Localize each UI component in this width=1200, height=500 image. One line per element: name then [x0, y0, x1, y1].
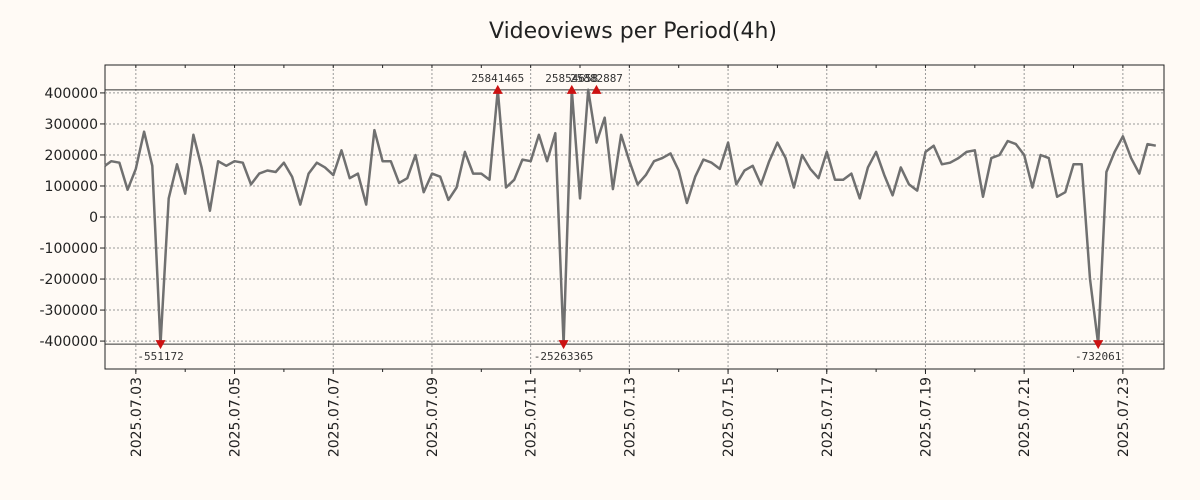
outlier-marker [558, 340, 569, 350]
y-axis: 400000 300000 200000 100000 0 -100000 -200000 -… [40, 86, 105, 350]
x-tick-label: 2025.07.03 [129, 377, 145, 457]
x-tick-label: 2025.07.09 [425, 377, 441, 457]
y-tick-label: 200000 [45, 148, 98, 164]
x-tick-label: 2025.07.23 [1116, 377, 1132, 457]
outlier-label: 25841465 [471, 72, 524, 85]
x-tick-label: 2025.07.07 [326, 377, 342, 457]
y-tick-label: -300000 [40, 303, 99, 319]
outlier-label: 25854658 [545, 72, 598, 85]
outlier-marker [591, 84, 602, 94]
clip-lines [105, 89, 1164, 345]
x-tick-label: 2025.07.11 [524, 377, 540, 457]
x-tick-label: 2025.07.05 [228, 377, 244, 457]
outlier-label: -551172 [137, 350, 183, 363]
outlier-label: -732061 [1075, 350, 1121, 363]
outlier-marker [155, 340, 166, 350]
y-tick-label: -400000 [40, 334, 99, 350]
y-tick-label: 100000 [45, 179, 98, 195]
y-tick-label: -100000 [40, 241, 99, 257]
outlier-marker [1093, 340, 1104, 350]
y-tick-label: -200000 [40, 272, 99, 288]
x-tick-label: 2025.07.15 [721, 377, 737, 457]
x-tick-label: 2025.07.13 [622, 377, 638, 457]
x-axis: 2025.07.03 2025.07.05 2025.07.07 2025.07.09… [129, 65, 1132, 457]
annotations: -551172 25841465 -25263365 2585465825882887… [137, 72, 1121, 363]
outlier-marker [566, 84, 577, 94]
x-tick-label: 2025.07.21 [1017, 377, 1033, 457]
y-tick-label: 0 [89, 210, 98, 226]
series-line [104, 88, 1157, 346]
grid [105, 65, 1164, 369]
chart-title: Videoviews per Period(4h) [489, 19, 777, 44]
series-group [104, 88, 1157, 346]
x-tick-label: 2025.07.17 [820, 377, 836, 457]
y-tick-label: 400000 [45, 86, 98, 102]
outlier-marker [492, 84, 503, 94]
outlier-label: 25882887 [570, 72, 623, 85]
x-tick-label: 2025.07.19 [918, 377, 934, 457]
outlier-label: -25263365 [534, 350, 594, 363]
y-tick-label: 300000 [45, 117, 98, 133]
